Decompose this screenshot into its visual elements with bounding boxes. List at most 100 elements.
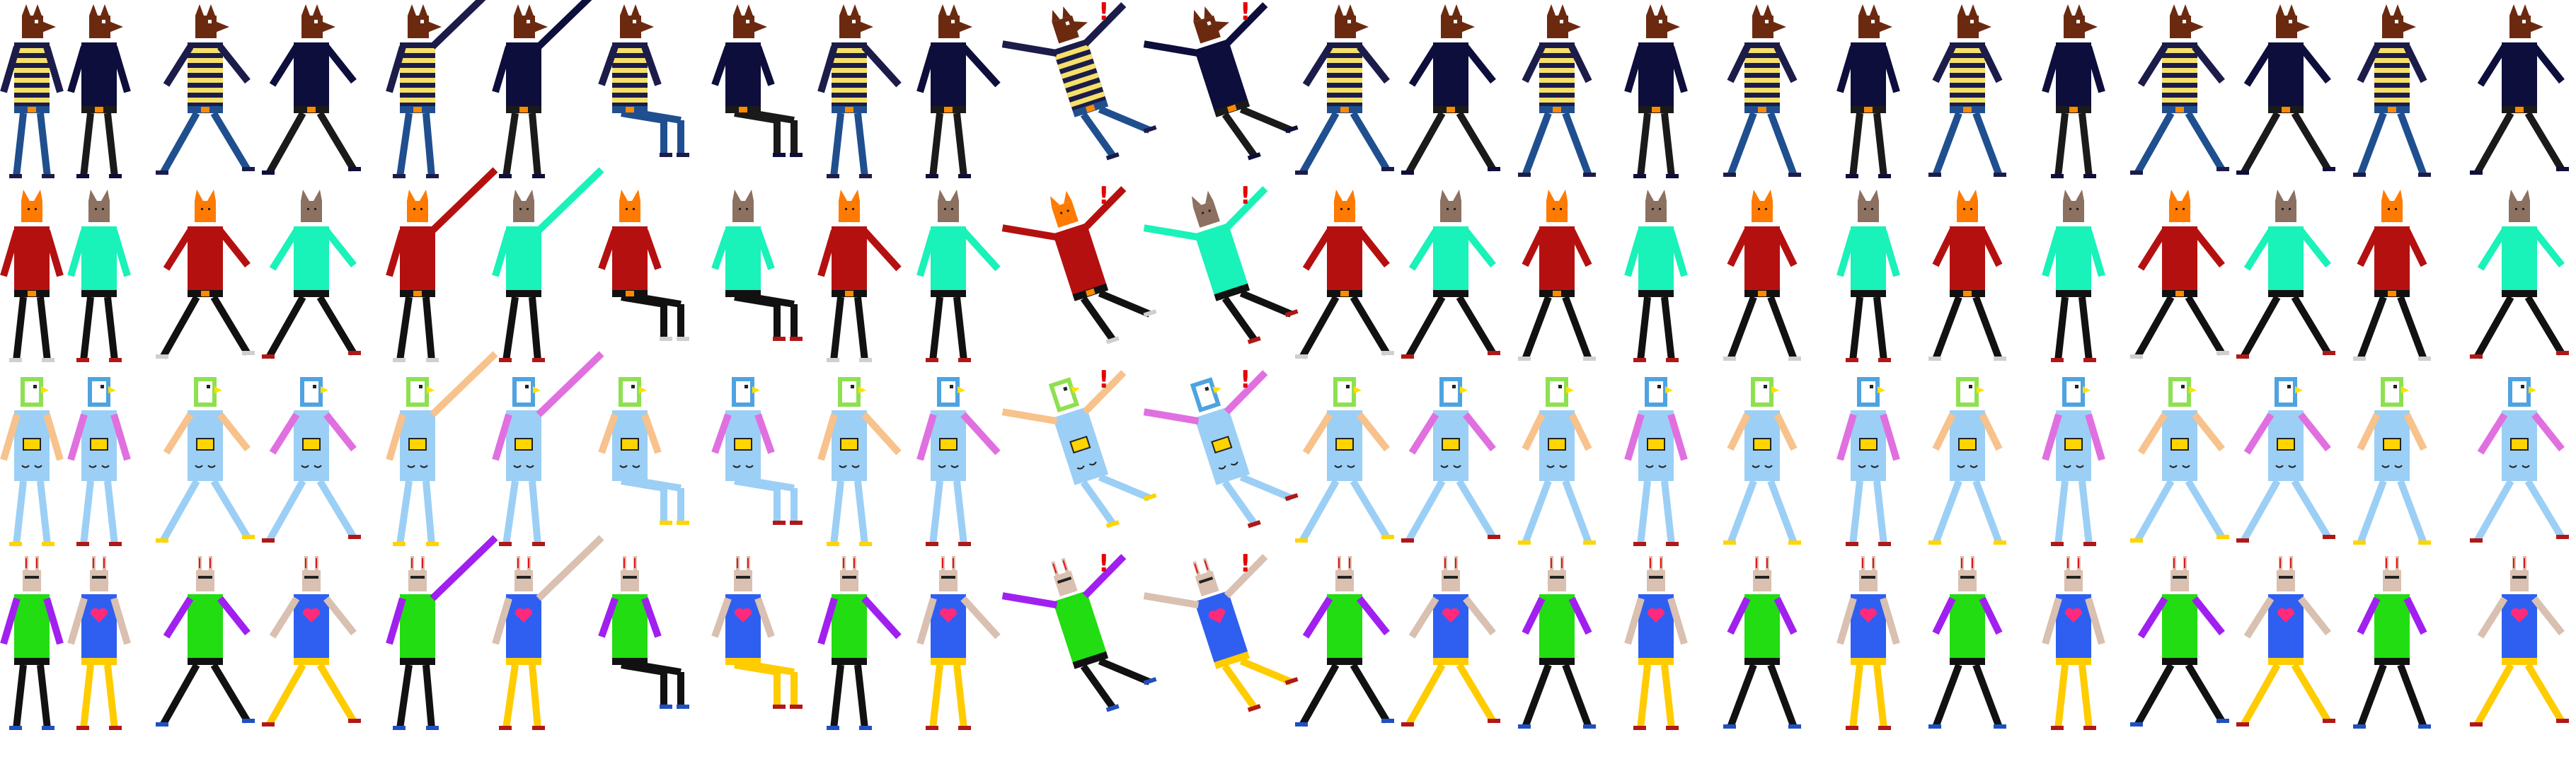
sprite-dogs-walk-b xyxy=(262,4,361,175)
sprite-rabbits-idle-b xyxy=(1624,556,1688,730)
sprite-birds-walk-b xyxy=(2470,377,2569,543)
sprite-dogs-walk-b xyxy=(2236,4,2335,175)
sprite-birds-hips-a xyxy=(1518,377,1596,545)
sprite-dogs-hips-a xyxy=(1518,4,1596,177)
sprite-cats-walk-b xyxy=(1401,190,1500,359)
exclaim-mark: ! xyxy=(1240,182,1251,210)
sprite-cats-idle-b xyxy=(2042,190,2105,362)
sprite-dogs-walk-a xyxy=(156,4,255,175)
sprite-cats-fall-b xyxy=(1143,186,1299,345)
sprite-rabbits-walk-b xyxy=(1401,556,1500,727)
sprite-cats-walk-b xyxy=(262,190,361,359)
sprite-birds-sit-b xyxy=(711,377,803,525)
sprite-rabbits-gesture-b xyxy=(492,535,604,730)
sprite-cats-point-a xyxy=(817,190,902,362)
sprite-rabbits-hips-a xyxy=(2353,556,2431,729)
sprite-birds-point-a xyxy=(817,377,902,546)
sprite-dogs-gesture-b xyxy=(492,0,592,178)
sprite-birds-walk-a xyxy=(156,377,255,543)
sprite-dogs-idle-b xyxy=(2042,4,2105,178)
sprite-rabbits-fall-a xyxy=(1001,554,1157,712)
sprite-cats-hips-a xyxy=(1928,190,2006,361)
sprite-rabbits-walk-a xyxy=(1295,556,1394,727)
sprite-cats-point-b xyxy=(916,190,1001,362)
exclaim-mark: ! xyxy=(1240,366,1251,394)
sprite-rabbits-hips-a xyxy=(1928,556,2006,729)
sprite-birds-walk-a xyxy=(2130,377,2229,543)
sprite-rabbits-point-b xyxy=(916,556,1001,730)
sprite-rabbits-walk-b xyxy=(2236,556,2335,727)
sprite-cats-walk-b xyxy=(2470,190,2569,359)
sprite-rabbits-walk-a xyxy=(2130,556,2229,727)
sprite-cats-idle-b xyxy=(1836,190,1900,362)
sprite-birds-gesture-b xyxy=(492,351,604,546)
sprite-dogs-point-b xyxy=(916,4,1001,178)
sprite-dogs-fall-b xyxy=(1143,2,1299,161)
sprite-cats-gesture-b xyxy=(492,167,604,362)
sprite-dogs-hips-a xyxy=(2353,4,2431,177)
sprite-rabbits-walk-b xyxy=(2470,556,2569,727)
sprite-dogs-idle-a xyxy=(0,4,64,178)
sprite-dogs-idle-b xyxy=(1624,4,1688,178)
sprite-rabbits-sit-a xyxy=(598,556,689,709)
sprite-rabbits-point-a xyxy=(817,556,902,730)
sprite-cats-idle-b xyxy=(67,190,131,362)
sprite-birds-idle-a xyxy=(0,377,64,546)
sprite-cats-hips-a xyxy=(1723,190,1801,361)
exclaim-mark: ! xyxy=(1098,550,1110,578)
sprite-birds-gesture-a xyxy=(386,351,498,546)
sprite-cats-hips-a xyxy=(2353,190,2431,361)
sprite-birds-walk-b xyxy=(2236,377,2335,543)
sprite-dogs-hips-a xyxy=(1723,4,1801,177)
sprite-cats-walk-a xyxy=(156,190,255,359)
sprite-dogs-sit-a xyxy=(598,4,689,157)
exclaim-mark: ! xyxy=(1098,0,1110,26)
sprite-rabbits-fall-b xyxy=(1143,554,1299,712)
sprite-dogs-walk-b xyxy=(1401,4,1500,175)
sprite-dogs-fall-a xyxy=(1001,2,1157,161)
exclaim-mark: ! xyxy=(1240,550,1251,578)
sprite-dogs-idle-b xyxy=(1836,4,1900,178)
sprite-dogs-point-a xyxy=(817,4,902,178)
sprite-cats-hips-a xyxy=(1518,190,1596,361)
sprite-birds-idle-b xyxy=(1624,377,1688,546)
exclaim-mark: ! xyxy=(1098,182,1110,210)
sprite-cats-gesture-a xyxy=(386,167,498,362)
sprite-rabbits-sit-b xyxy=(711,556,803,709)
sprite-cats-idle-b xyxy=(1624,190,1688,362)
sprite-dogs-gesture-a xyxy=(386,0,486,178)
sprite-rabbits-gesture-a xyxy=(386,535,498,730)
sprite-rabbits-walk-b xyxy=(262,556,361,727)
sprite-rabbits-idle-b xyxy=(2042,556,2105,730)
sprite-cats-sit-b xyxy=(711,190,803,341)
sprite-birds-hips-a xyxy=(2353,377,2431,545)
exclaim-mark: ! xyxy=(1240,0,1251,26)
sprite-birds-hips-a xyxy=(1928,377,2006,545)
sprite-cats-idle-a xyxy=(0,190,64,362)
sprite-dogs-walk-a xyxy=(1295,4,1394,175)
sprite-birds-idle-b xyxy=(1836,377,1900,546)
sprite-birds-walk-a xyxy=(1295,377,1394,543)
sprite-rabbits-idle-a xyxy=(0,556,64,730)
sprite-dogs-hips-a xyxy=(1928,4,2006,177)
sprite-dogs-sit-b xyxy=(711,4,803,157)
sprite-birds-fall-b xyxy=(1143,370,1299,528)
sprite-birds-hips-a xyxy=(1723,377,1801,545)
exclaim-mark: ! xyxy=(1098,366,1110,394)
sprite-rabbits-idle-b xyxy=(1836,556,1900,730)
sprite-birds-idle-b xyxy=(67,377,131,546)
sprite-cats-walk-b xyxy=(2236,190,2335,359)
sprite-rabbits-hips-a xyxy=(1723,556,1801,729)
sprite-dogs-idle-b xyxy=(67,4,131,178)
sprite-birds-sit-a xyxy=(598,377,689,525)
sprite-dogs-walk-b xyxy=(2470,4,2569,175)
sprite-rabbits-idle-b xyxy=(67,556,131,730)
sprite-dogs-walk-a xyxy=(2130,4,2229,175)
sprite-birds-walk-b xyxy=(262,377,361,543)
sprite-birds-walk-b xyxy=(1401,377,1500,543)
sprite-rabbits-hips-a xyxy=(1518,556,1596,729)
sprite-rabbits-walk-a xyxy=(156,556,255,727)
sprite-cats-sit-a xyxy=(598,190,689,341)
sprite-birds-idle-b xyxy=(2042,377,2105,546)
